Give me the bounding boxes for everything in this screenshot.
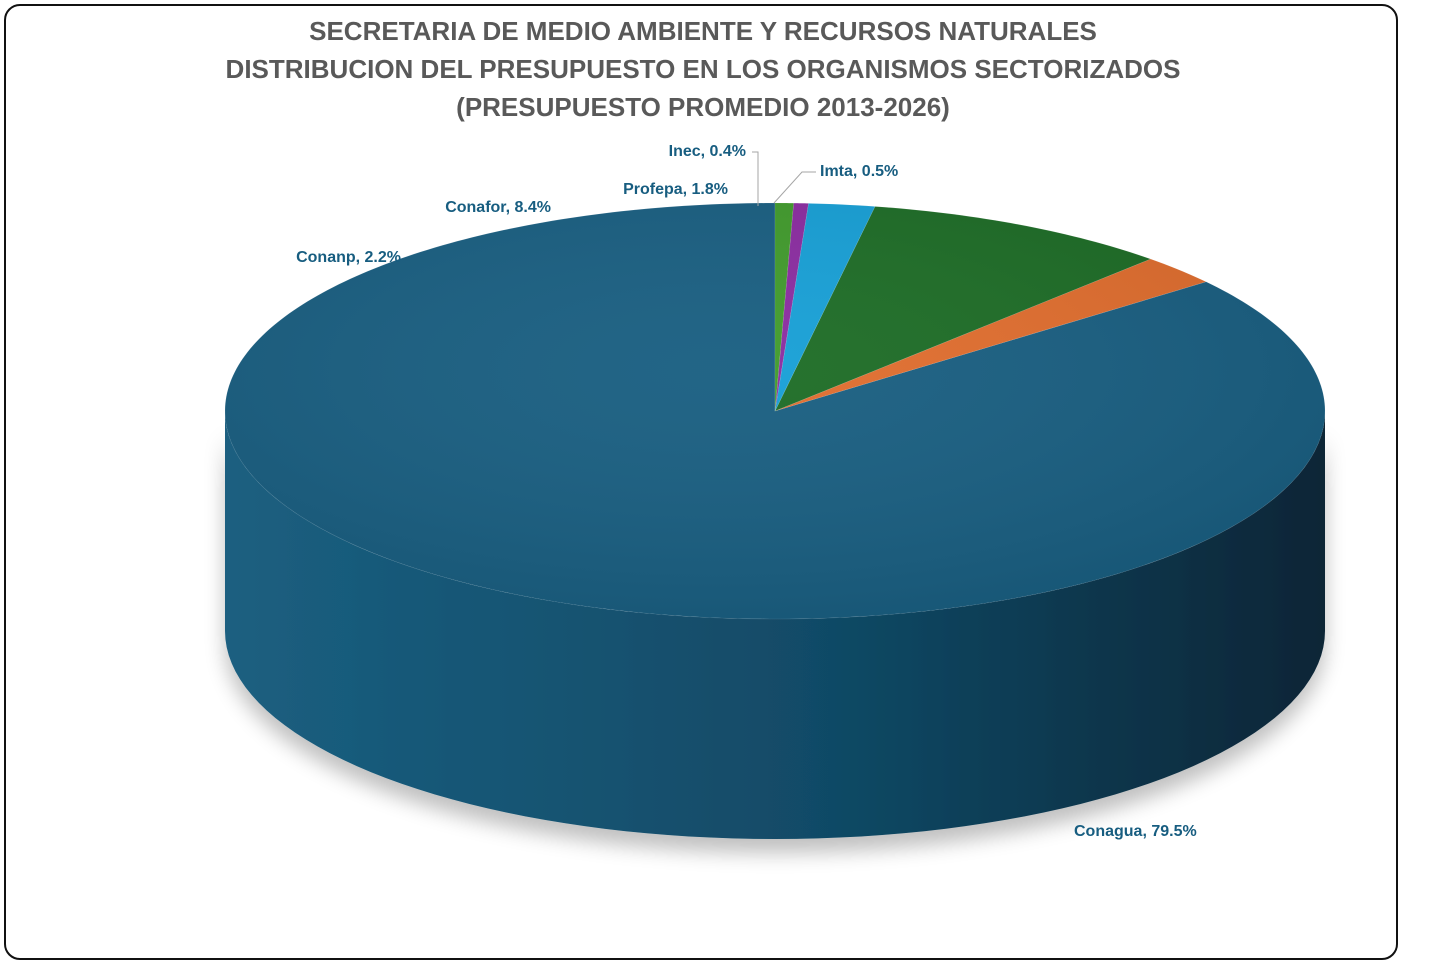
- slice-label-conafor: Conafor, 8.4%: [445, 199, 551, 216]
- pie-side-wall: [225, 411, 1325, 839]
- chart-title-line-1: SECRETARIA DE MEDIO AMBIENTE Y RECURSOS …: [309, 16, 1097, 46]
- chart-title: SECRETARIA DE MEDIO AMBIENTE Y RECURSOS …: [6, 12, 1396, 126]
- slice-label-profepa: Profepa, 1.8%: [623, 181, 728, 198]
- slice-label-inec: Inec, 0.4%: [669, 143, 746, 160]
- chart-title-line-2: DISTRIBUCION DEL PRESUPUESTO EN LOS ORGA…: [225, 54, 1181, 84]
- slice-label-conagua: Conagua, 79.5%: [1074, 823, 1197, 840]
- chart-frame: SECRETARIA DE MEDIO AMBIENTE Y RECURSOS …: [4, 4, 1398, 960]
- leader-line-imta: [773, 171, 816, 204]
- slice-label-conanp: Conanp, 2.2%: [296, 249, 401, 266]
- leader-line-inec: [752, 151, 759, 206]
- slice-label-imta: Imta, 0.5%: [820, 163, 898, 180]
- chart-title-line-3: (PRESUPUESTO PROMEDIO 2013-2026): [456, 92, 950, 122]
- slice-labels: Conagua, 79.5% Conanp, 2.2% Conafor, 8.4% P…: [296, 143, 1197, 840]
- pie-chart: Conagua, 79.5% Conanp, 2.2% Conafor, 8.4% P…: [224, 143, 1326, 840]
- pie-side-conagua: [225, 411, 1325, 839]
- pie-top-shading: [225, 203, 1325, 619]
- pie-layer: [224, 202, 1326, 839]
